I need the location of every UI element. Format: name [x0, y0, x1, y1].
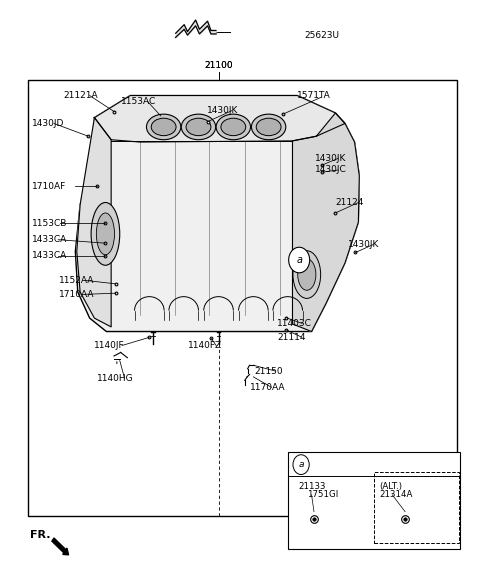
Text: 1710AF: 1710AF — [33, 182, 67, 191]
Text: 1430JK: 1430JK — [315, 154, 347, 163]
Ellipse shape — [181, 114, 216, 140]
Polygon shape — [292, 113, 360, 332]
Polygon shape — [75, 96, 360, 332]
Text: 1430JC: 1430JC — [315, 165, 347, 175]
Ellipse shape — [293, 251, 321, 298]
Text: FR.: FR. — [30, 530, 50, 540]
Text: 1433CA: 1433CA — [33, 235, 68, 244]
Text: 21150: 21150 — [254, 367, 283, 376]
Ellipse shape — [221, 118, 246, 135]
Text: a: a — [299, 460, 304, 469]
Text: 21100: 21100 — [204, 61, 233, 70]
Ellipse shape — [256, 118, 281, 135]
Circle shape — [288, 247, 310, 273]
Polygon shape — [77, 117, 111, 327]
Text: 21133: 21133 — [298, 482, 326, 491]
Text: 1153CB: 1153CB — [33, 219, 68, 228]
Bar — [288, 452, 459, 549]
Text: 1430JD: 1430JD — [33, 119, 65, 128]
Ellipse shape — [216, 114, 251, 140]
Text: 21100: 21100 — [204, 61, 233, 70]
Ellipse shape — [252, 114, 286, 140]
Text: 11403C: 11403C — [277, 319, 312, 328]
Text: 1433CA: 1433CA — [33, 252, 68, 260]
Text: 1140JF: 1140JF — [95, 341, 125, 350]
Text: 1710AA: 1710AA — [59, 290, 94, 299]
Text: 1140HG: 1140HG — [97, 374, 133, 383]
Ellipse shape — [91, 203, 120, 265]
Text: 1430JK: 1430JK — [348, 240, 379, 249]
Text: 21124: 21124 — [336, 198, 364, 207]
Text: 1751GI: 1751GI — [307, 491, 338, 499]
Text: 21114: 21114 — [277, 333, 306, 342]
Ellipse shape — [151, 118, 176, 135]
Ellipse shape — [186, 118, 211, 135]
Ellipse shape — [96, 213, 115, 255]
Text: 25623U: 25623U — [304, 30, 339, 40]
Text: 1153AC: 1153AC — [120, 97, 156, 106]
Ellipse shape — [146, 114, 181, 140]
Text: 1430JK: 1430JK — [206, 106, 238, 115]
Text: 21121A: 21121A — [63, 91, 98, 100]
Text: (ALT.): (ALT.) — [379, 482, 402, 491]
Text: 21314A: 21314A — [379, 491, 412, 499]
Text: a: a — [296, 255, 302, 265]
Text: 1571TA: 1571TA — [297, 91, 331, 100]
Text: 1140FZ: 1140FZ — [188, 341, 222, 350]
Text: 1170AA: 1170AA — [250, 383, 285, 392]
Polygon shape — [95, 96, 345, 142]
Text: 1152AA: 1152AA — [59, 276, 94, 285]
FancyArrow shape — [52, 538, 69, 555]
Bar — [28, 80, 457, 516]
Circle shape — [293, 455, 309, 475]
Ellipse shape — [298, 259, 316, 290]
